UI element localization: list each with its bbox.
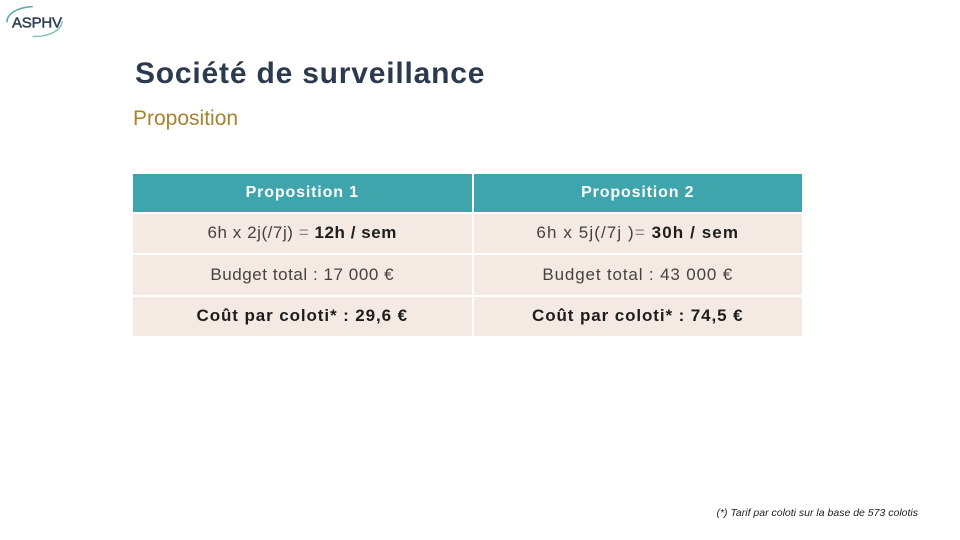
svg-text:ASPHV: ASPHV [12, 15, 62, 32]
